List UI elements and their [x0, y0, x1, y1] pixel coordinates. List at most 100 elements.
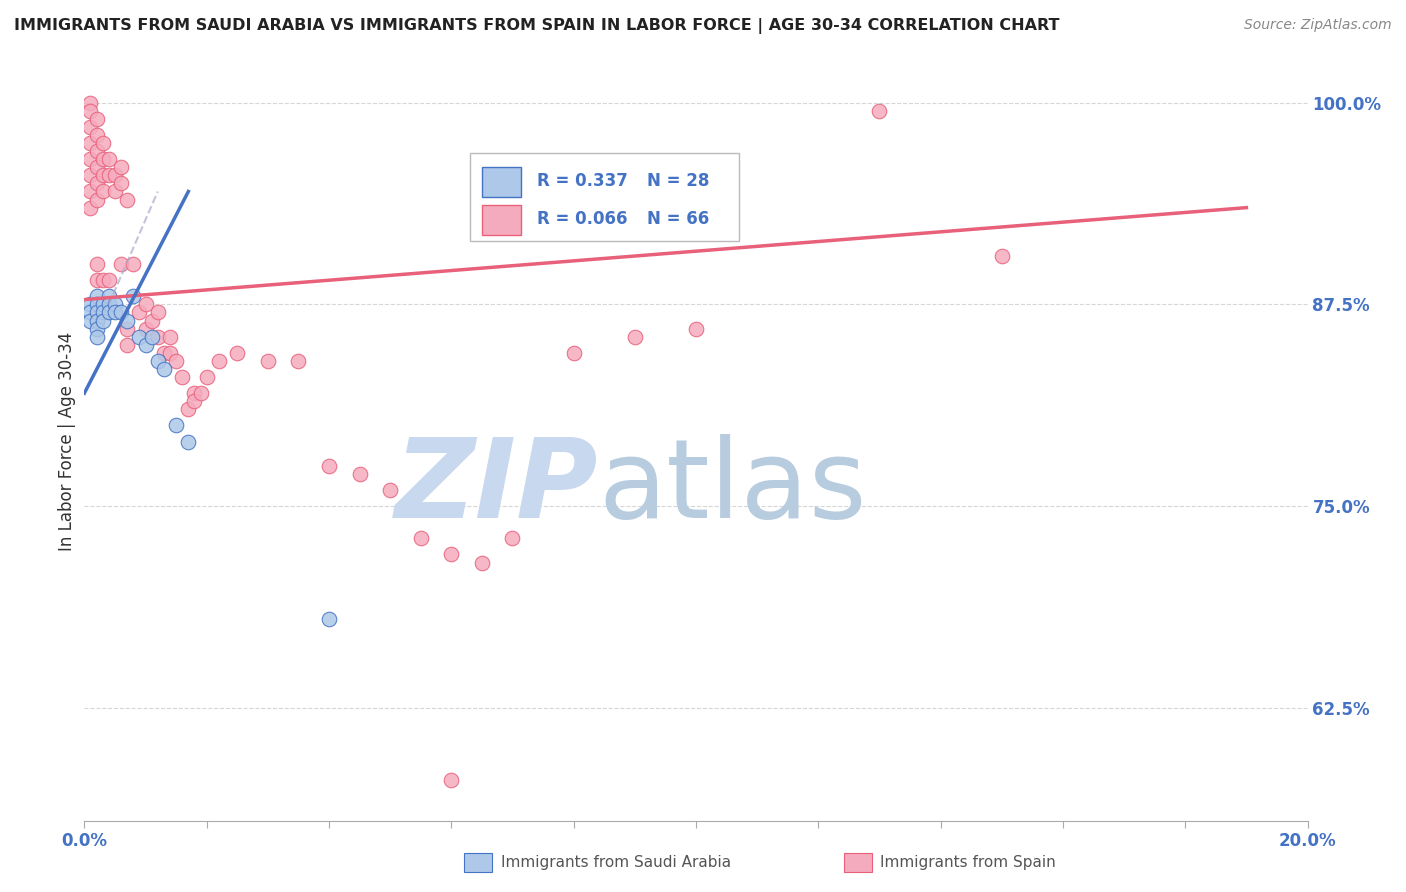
Point [91, 305, 114, 319]
Point [104, 169, 127, 183]
Point [128, 329, 150, 343]
Point [146, 329, 169, 343]
Point [79, 136, 101, 150]
Point [135, 337, 157, 351]
Point [115, 321, 138, 335]
Point [135, 297, 157, 311]
Point [79, 313, 101, 327]
Point [349, 467, 371, 481]
Point [97, 273, 120, 287]
Text: N = 28: N = 28 [647, 172, 710, 190]
Point [685, 321, 707, 335]
Bar [844, 853, 872, 872]
Bar [482, 205, 522, 235]
Point [91, 136, 114, 150]
Point [869, 103, 891, 118]
Point [104, 305, 127, 319]
Point [79, 95, 101, 110]
Point [153, 346, 176, 360]
Point [153, 362, 176, 376]
Point [122, 257, 145, 271]
Text: IMMIGRANTS FROM SAUDI ARABIA VS IMMIGRANTS FROM SPAIN IN LABOR FORCE | AGE 30-34: IMMIGRANTS FROM SAUDI ARABIA VS IMMIGRAN… [14, 18, 1060, 34]
Point [110, 161, 132, 175]
Point [91, 153, 114, 167]
Point [165, 354, 187, 368]
Point [86, 273, 108, 287]
Point [110, 305, 132, 319]
Point [91, 313, 114, 327]
Point [190, 386, 212, 401]
Point [79, 297, 101, 311]
Point [97, 305, 120, 319]
Point [146, 305, 169, 319]
Point [122, 289, 145, 303]
Point [79, 185, 101, 199]
Text: ZIP: ZIP [395, 434, 598, 541]
Point [226, 346, 249, 360]
Text: R = 0.337: R = 0.337 [537, 172, 628, 190]
Point [624, 329, 647, 343]
Point [79, 103, 101, 118]
Point [159, 329, 181, 343]
Point [287, 354, 309, 368]
Point [128, 305, 150, 319]
Point [86, 128, 108, 142]
Text: atlas: atlas [598, 434, 866, 541]
Point [562, 346, 585, 360]
Point [183, 394, 205, 409]
Point [115, 313, 138, 327]
Point [79, 120, 101, 134]
Point [104, 185, 127, 199]
Point [86, 177, 108, 191]
Text: R = 0.066: R = 0.066 [537, 210, 627, 227]
Point [177, 434, 200, 449]
Point [208, 354, 231, 368]
Point [104, 297, 127, 311]
Point [172, 370, 194, 384]
Point [110, 257, 132, 271]
Point [991, 249, 1014, 263]
Point [502, 532, 524, 546]
Point [86, 329, 108, 343]
Point [79, 305, 101, 319]
Point [440, 773, 463, 788]
Point [110, 177, 132, 191]
Point [380, 483, 402, 497]
Point [135, 321, 157, 335]
Point [86, 144, 108, 158]
Point [97, 169, 120, 183]
Point [86, 313, 108, 327]
Point [141, 329, 163, 343]
Point [471, 556, 494, 570]
Point [97, 153, 120, 167]
Text: Immigrants from Spain: Immigrants from Spain [880, 855, 1056, 870]
Text: Source: ZipAtlas.com: Source: ZipAtlas.com [1244, 18, 1392, 32]
Point [79, 169, 101, 183]
Text: N = 66: N = 66 [647, 210, 709, 227]
Point [318, 612, 340, 626]
Point [79, 153, 101, 167]
Point [86, 112, 108, 126]
Point [91, 169, 114, 183]
Text: Immigrants from Saudi Arabia: Immigrants from Saudi Arabia [501, 855, 731, 870]
Point [86, 289, 108, 303]
Y-axis label: In Labor Force | Age 30-34: In Labor Force | Age 30-34 [58, 332, 76, 551]
Point [97, 289, 120, 303]
Point [146, 354, 169, 368]
Point [440, 548, 463, 562]
Point [318, 458, 340, 473]
Point [91, 273, 114, 287]
Point [177, 402, 200, 417]
Point [86, 193, 108, 207]
Point [115, 337, 138, 351]
FancyBboxPatch shape [470, 153, 738, 241]
Point [141, 313, 163, 327]
Point [86, 305, 108, 319]
Bar [482, 167, 522, 197]
Point [195, 370, 218, 384]
Point [159, 346, 181, 360]
Bar [464, 853, 492, 872]
Point [86, 161, 108, 175]
Point [91, 297, 114, 311]
Point [86, 297, 108, 311]
